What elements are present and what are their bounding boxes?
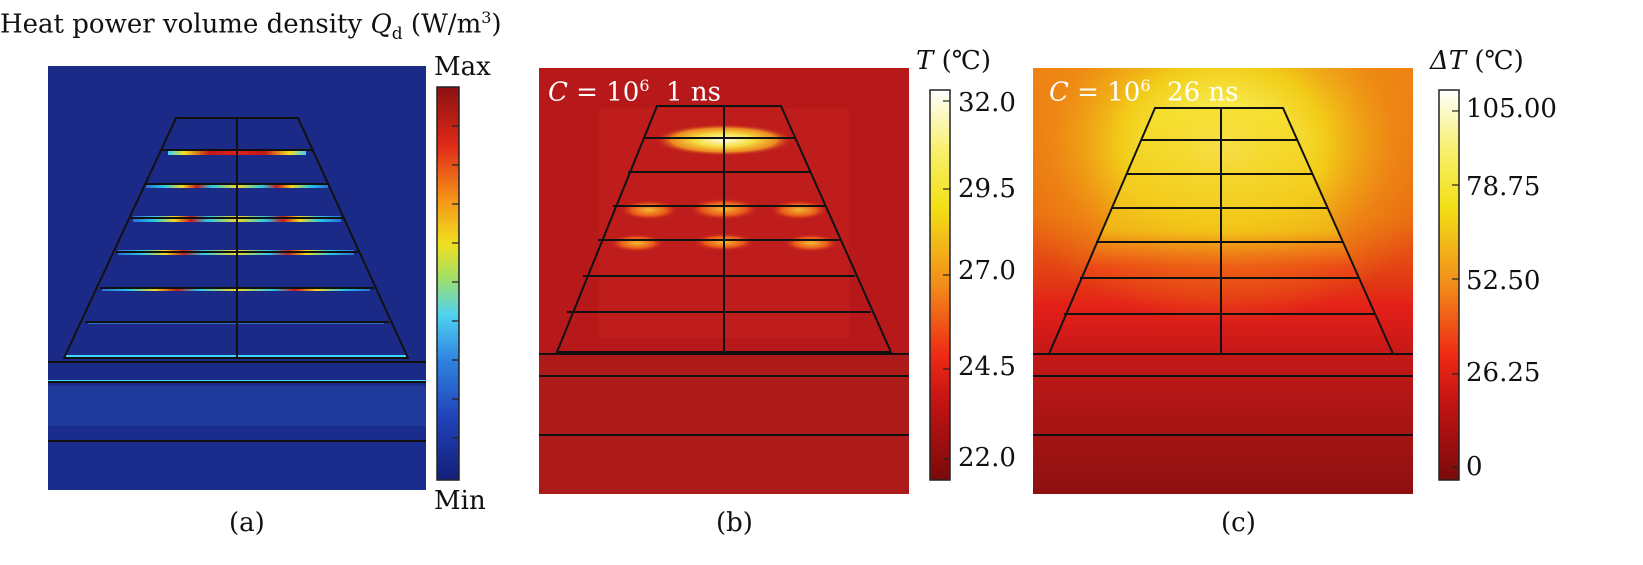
- panel-c-plot: [1033, 68, 1413, 494]
- colorbar-b-tick-3: 24.5: [958, 352, 1016, 382]
- colorbar-c-tick-3: 26.25: [1466, 358, 1541, 388]
- figure-title: Heat power volume density Qd (W/m3): [0, 8, 502, 44]
- colorbar-c-tick-2: 52.50: [1466, 266, 1541, 296]
- panel-c-condition-label: C = 106 26 ns: [1049, 76, 1239, 108]
- colorbar-b-tick-2: 27.0: [958, 256, 1016, 286]
- panel-a-plot: [48, 66, 426, 490]
- panel-a-colorbar: [436, 86, 460, 481]
- colorbar-b-tick-4: 22.0: [958, 443, 1016, 473]
- panel-a-caption: (a): [229, 508, 265, 538]
- colorbar-c-tick-1: 78.75: [1466, 172, 1541, 202]
- panel-c-colorbar: [1438, 89, 1460, 481]
- panel-b-hotspot-l4-right: [783, 234, 839, 252]
- panel-b-structure: [539, 105, 909, 436]
- panel-b-hotspot-l4-left: [609, 234, 665, 252]
- panel-b-plot: [539, 68, 909, 494]
- colorbar-a-max-label: Max: [434, 52, 491, 82]
- colorbar-b-tick-1: 29.5: [958, 174, 1016, 204]
- panel-b-caption: (b): [716, 508, 753, 538]
- panel-c-structure: [1033, 107, 1413, 436]
- colorbar-b-tick-0: 32.0: [958, 88, 1016, 118]
- panel-a-glow: [48, 386, 426, 426]
- colorbar-c-tick-4: 0: [1466, 452, 1483, 482]
- colorbar-a-min-label: Min: [434, 486, 486, 516]
- panel-b-hotspot-l3-right: [769, 200, 829, 220]
- colorbar-c-title: ΔT (℃): [1430, 46, 1524, 76]
- panel-b-hotspot-l3-left: [619, 200, 679, 220]
- colorbar-b-title: T (℃): [916, 46, 991, 76]
- panel-a-structure: [48, 117, 426, 442]
- panel-b-condition-label: C = 106 1 ns: [548, 76, 721, 108]
- panel-c-caption: (c): [1221, 508, 1256, 538]
- panel-b-substrate: [539, 354, 909, 494]
- panel-b-colorbar: [929, 89, 951, 481]
- colorbar-c-tick-0: 105.00: [1466, 94, 1557, 124]
